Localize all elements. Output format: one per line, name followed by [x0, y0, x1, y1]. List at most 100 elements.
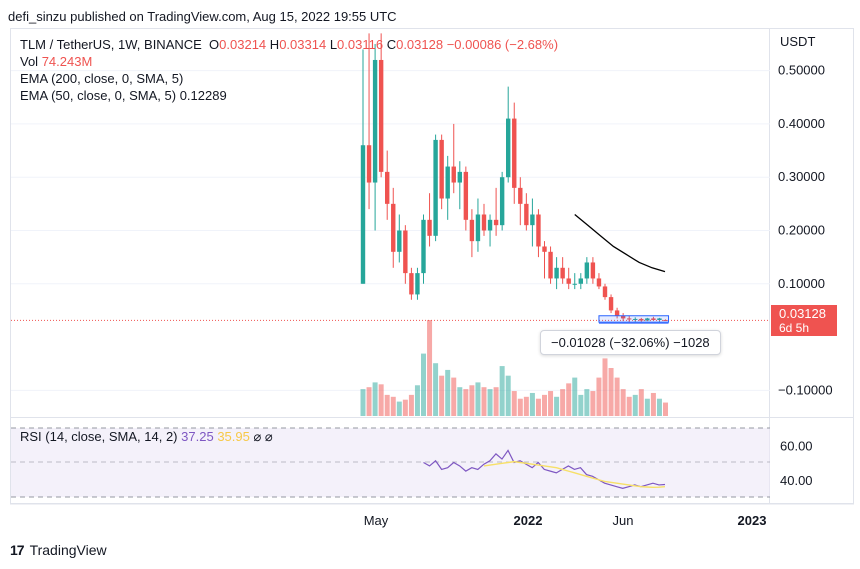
candle-body	[487, 219, 493, 231]
candle-body	[451, 166, 456, 183]
close-value: 0.03128	[396, 37, 444, 52]
volume-bar	[626, 396, 632, 416]
vol-label: Vol	[20, 54, 39, 69]
candle-body	[427, 219, 432, 236]
tradingview-logo-icon: 17	[10, 542, 25, 558]
candle-body	[584, 262, 590, 279]
rsi-sma-value: 35.95	[217, 429, 250, 444]
volume-bar	[445, 369, 451, 416]
candle-body	[506, 118, 511, 178]
volume-bar	[366, 387, 372, 416]
price-tick-label: −0.10000	[778, 382, 833, 397]
volume-bar	[408, 394, 414, 416]
price-unit-label: USDT	[780, 34, 815, 49]
candle-body	[415, 273, 420, 295]
volume-bar	[638, 389, 644, 416]
brand-name: TradingView	[29, 542, 107, 558]
ema200-row[interactable]: EMA (200, close, 0, SMA, 5)	[20, 70, 558, 87]
candles	[360, 33, 668, 323]
volume-bar	[517, 398, 523, 416]
open-value: 0.03214	[219, 37, 267, 52]
candle-body	[433, 139, 438, 236]
candle-body	[372, 59, 378, 183]
candle-body	[403, 230, 408, 274]
last-price-value: 0.03128	[779, 306, 826, 321]
candle-body	[475, 214, 481, 242]
pane-divider[interactable]	[10, 417, 854, 418]
volume-bar	[535, 398, 541, 416]
symbol-label[interactable]: TLM / TetherUS, 1W, BINANCE	[20, 37, 202, 52]
bar-countdown: 6d 5h	[779, 321, 810, 335]
candle-body	[614, 310, 620, 316]
candle-body	[530, 214, 535, 226]
candle-body	[378, 59, 384, 172]
change-value: −0.00086 (−2.68%)	[446, 37, 559, 52]
candle-body	[627, 318, 632, 320]
candle-body	[360, 145, 366, 284]
price-tick-label: 0.20000	[778, 222, 825, 237]
time-tick-label: May	[364, 513, 389, 528]
volume-bar	[396, 401, 402, 416]
volume-bar	[663, 402, 668, 416]
high-value: 0.03314	[279, 37, 327, 52]
volume-bar	[499, 366, 505, 416]
low-label: L	[329, 37, 338, 52]
vol-value: 74.243M	[41, 54, 93, 69]
candle-body	[657, 318, 662, 321]
candle-body	[499, 177, 505, 226]
ema50-value: 0.12289	[179, 88, 227, 103]
candle-body	[608, 297, 614, 311]
rsi-tick-label: 60.00	[780, 438, 813, 453]
volume-bar	[402, 399, 408, 416]
volume-bar	[427, 320, 433, 416]
measure-rect	[598, 315, 670, 323]
candle-body	[366, 145, 372, 183]
volume-bar	[602, 358, 608, 416]
candle-body	[602, 286, 608, 298]
candle-body	[596, 278, 602, 287]
candle-body	[391, 203, 396, 252]
candle-body	[463, 171, 469, 220]
volume-bar	[511, 391, 517, 416]
ema50-row[interactable]: EMA (50, close, 0, SMA, 5) 0.12289	[20, 87, 558, 104]
candle-body	[542, 246, 547, 252]
rsi-tick-label: 40.00	[780, 473, 813, 488]
volume-bar	[632, 394, 638, 416]
rsi-lines	[423, 449, 666, 489]
volume-bar	[493, 387, 499, 416]
ohlc-row: TLM / TetherUS, 1W, BINANCE O0.03214 H0.…	[20, 36, 558, 53]
candle-body	[639, 318, 644, 321]
rsi-legend[interactable]: RSI (14, close, SMA, 14, 2) 37.25 35.95 …	[20, 428, 273, 445]
price-tick-label: 0.30000	[778, 169, 825, 184]
volume-bar	[421, 353, 426, 416]
ema200-label: EMA (200, close, 0, SMA, 5)	[20, 71, 184, 86]
ema50-polyline	[574, 214, 666, 273]
volume-bar	[481, 387, 487, 416]
candle-body	[493, 219, 499, 226]
candle-body	[578, 278, 583, 284]
candle-body	[512, 118, 517, 188]
candle-body	[590, 262, 596, 279]
volume-bar	[523, 396, 529, 416]
volume-bar	[414, 385, 420, 416]
candle-body	[548, 251, 553, 279]
candle-body	[651, 318, 656, 321]
time-tick-label: Jun	[613, 513, 634, 528]
volume-row[interactable]: Vol 74.243M	[20, 53, 558, 70]
volume-bar	[469, 385, 475, 416]
measure-label[interactable]: −0.01028 (−32.06%) −1028	[540, 330, 721, 355]
volume-bar	[390, 396, 396, 416]
volume-bar	[433, 363, 439, 416]
measure-tool	[598, 315, 670, 324]
price-tick-label: 0.40000	[778, 116, 825, 131]
candle-body	[439, 139, 444, 199]
rsi-sma-line	[483, 460, 666, 489]
volume-bar	[566, 383, 572, 416]
volume-bar	[378, 384, 384, 416]
candle-body	[554, 267, 559, 279]
low-value: 0.03116	[337, 37, 384, 52]
volume-bars	[360, 320, 668, 416]
volume-bar	[596, 377, 602, 416]
rsi-label: RSI (14, close, SMA, 14, 2)	[20, 429, 178, 444]
